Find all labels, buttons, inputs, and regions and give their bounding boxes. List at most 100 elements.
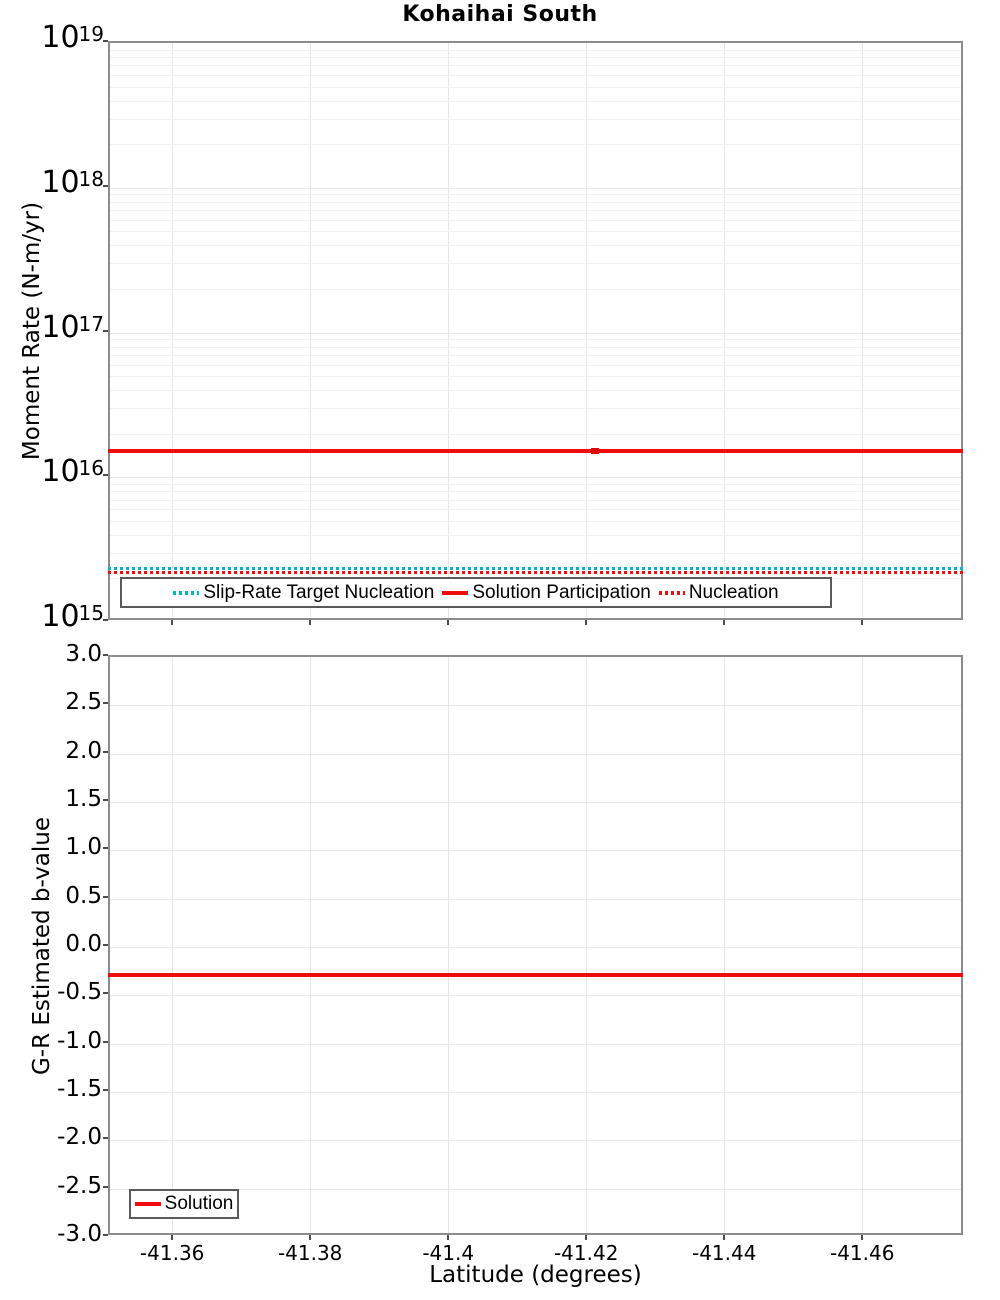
y-axis-tick	[103, 799, 108, 801]
gridline-vertical	[724, 43, 725, 618]
gridline-log-minor	[110, 220, 961, 221]
y-tick-label: 1.0	[65, 834, 102, 861]
y-tick-label: 0.5	[65, 882, 102, 909]
gridline-log-minor	[110, 245, 961, 246]
gridline-log-minor	[110, 87, 961, 88]
b-value-plot-area	[108, 655, 963, 1235]
y-tick-label-10e19: 1019	[41, 20, 104, 55]
gridline-log-minor	[110, 231, 961, 232]
gridline-log-minor	[110, 553, 961, 554]
x-tick-label: -41.44	[691, 1241, 757, 1265]
y-axis-tick	[103, 474, 108, 477]
gridline-log-minor	[110, 376, 961, 377]
x-axis-tick	[309, 1235, 311, 1240]
y-axis-tick	[103, 1185, 108, 1188]
gridline-vertical	[862, 43, 863, 618]
y-tick-label: 0.0	[65, 931, 102, 957]
y-axis-tick	[103, 750, 108, 753]
x-axis-tick	[171, 620, 173, 625]
gridline-vertical	[310, 657, 311, 1233]
x-tick-label: -41.42	[553, 1241, 619, 1265]
gridline-vertical	[862, 657, 863, 1233]
gridline-log-minor	[110, 521, 961, 522]
gridline-log-minor	[110, 263, 961, 264]
gridline-log-minor	[110, 484, 961, 485]
gridline-log-major	[110, 188, 961, 189]
x-tick-label: -41.38	[277, 1241, 343, 1265]
legend-label: Solution	[164, 1193, 234, 1214]
y-axis-tick	[103, 1234, 108, 1236]
x-axis-tick	[861, 620, 863, 625]
y-axis-tick	[103, 184, 108, 187]
x-axis-tick	[861, 1235, 863, 1240]
x-axis-tick	[447, 1235, 449, 1240]
y-tick-label: -0.5	[57, 979, 102, 1006]
gridline-vertical	[724, 657, 725, 1233]
y-tick-label: 2.0	[65, 737, 102, 764]
gridline-horizontal	[110, 947, 961, 948]
legend-item: Solution	[134, 1193, 234, 1215]
gridline-log-major	[110, 477, 961, 478]
gridline-log-minor	[110, 339, 961, 340]
x-tick-label: -41.36	[139, 1241, 205, 1265]
legend-moment-rate: Slip-Rate Target Nucleation Solution Part…	[120, 577, 832, 608]
y-tick-label: -2.5	[57, 1172, 102, 1199]
legend-label: Solution Participation	[472, 581, 651, 603]
x-axis-tick	[723, 1235, 725, 1240]
y-axis-tick	[103, 654, 108, 656]
x-tick-label: -41.4	[422, 1241, 475, 1265]
y-axis-tick	[103, 895, 108, 898]
series-line-slip-rate-target-nucleation	[108, 567, 963, 570]
y-tick-label: -1.5	[57, 1076, 102, 1102]
x-axis-title: Latitude (degrees)	[429, 1262, 642, 1288]
gridline-log-minor	[110, 194, 961, 195]
gridline-log-minor	[110, 202, 961, 203]
x-axis-tick	[447, 620, 449, 625]
gridline-vertical	[448, 43, 449, 618]
x-axis-tick	[309, 620, 311, 625]
gridline-log-minor	[110, 500, 961, 501]
gridline-log-minor	[110, 434, 961, 435]
gridline-vertical	[172, 43, 173, 618]
y-tick-label: 1.5	[65, 786, 102, 812]
gridline-horizontal	[110, 1189, 961, 1190]
gridline-horizontal	[110, 899, 961, 900]
gridline-log-minor	[110, 144, 961, 145]
gridline-log-minor	[110, 289, 961, 290]
y-axis-tick	[103, 847, 108, 850]
gridline-vertical	[310, 43, 311, 618]
series-point-marker	[591, 448, 600, 454]
gridline-horizontal	[110, 802, 961, 803]
gridline-log-major	[110, 333, 961, 334]
gridline-vertical	[586, 43, 587, 618]
chart-title: Kohaihai South	[402, 2, 598, 27]
y-tick-label-10e15: 1015	[41, 599, 104, 634]
moment-rate-plot-area	[108, 41, 963, 620]
gridline-log-minor	[110, 50, 961, 51]
y-axis-tick	[103, 40, 108, 42]
series-line-solution-participation	[108, 449, 963, 453]
y-tick-label: -3.0	[57, 1221, 102, 1247]
gridline-log-minor	[110, 210, 961, 211]
y-axis-tick	[103, 1089, 108, 1091]
series-line-nucleation	[108, 571, 963, 574]
gridline-log-minor	[110, 491, 961, 492]
y-axis-tick	[103, 944, 108, 946]
x-axis-tick	[171, 1235, 173, 1240]
gridline-log-minor	[110, 57, 961, 58]
legend-b-value: Solution	[129, 1189, 239, 1219]
gridline-horizontal	[110, 995, 961, 996]
legend-label: Slip-Rate Target Nucleation	[203, 581, 435, 603]
gridline-log-minor	[110, 535, 961, 536]
gridline-log-minor	[110, 390, 961, 391]
gridline-log-minor	[110, 355, 961, 356]
y-tick-label: -1.0	[57, 1027, 102, 1054]
y-axis-tick	[103, 702, 108, 705]
legend-swatch-solid	[442, 590, 469, 595]
gridline-vertical	[172, 657, 173, 1233]
gridline-horizontal	[110, 705, 961, 706]
gridline-log-minor	[110, 119, 961, 120]
legend-item: Solution Participation	[442, 582, 651, 604]
gridline-horizontal	[110, 1044, 961, 1045]
